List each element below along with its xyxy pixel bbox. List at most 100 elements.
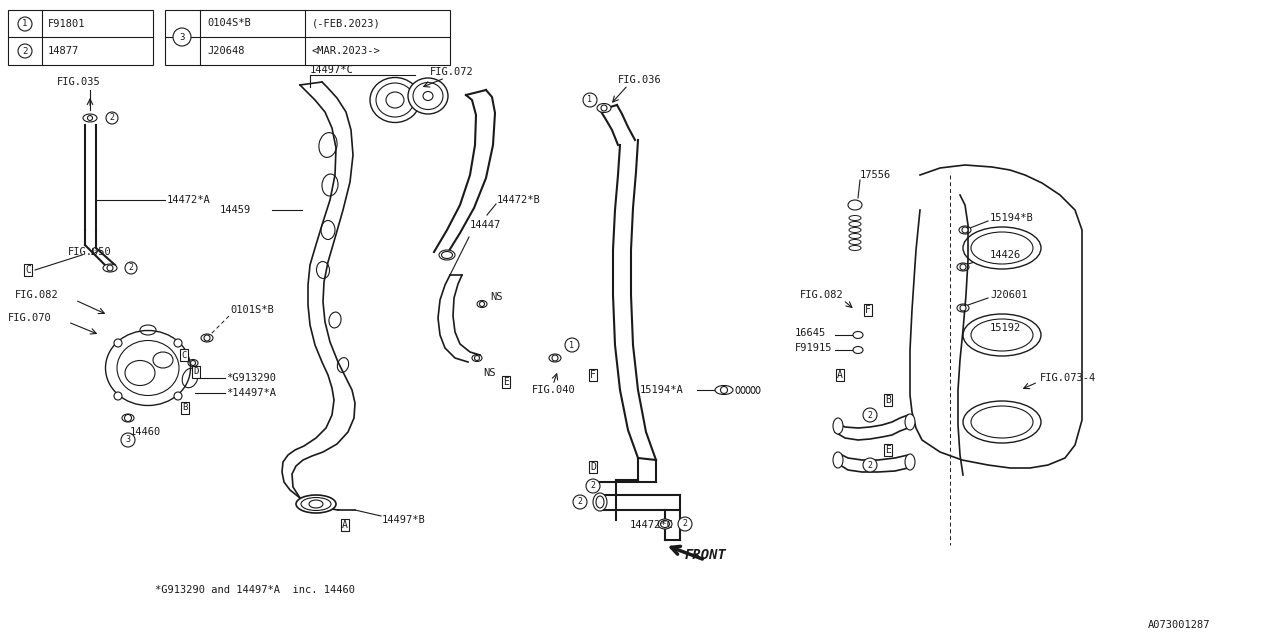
Circle shape bbox=[475, 355, 480, 360]
Circle shape bbox=[106, 112, 118, 124]
Text: 2: 2 bbox=[110, 113, 114, 122]
Text: C: C bbox=[26, 265, 31, 275]
Ellipse shape bbox=[833, 452, 844, 468]
Text: *14497*A: *14497*A bbox=[227, 388, 276, 398]
Ellipse shape bbox=[849, 216, 861, 221]
Ellipse shape bbox=[296, 495, 335, 513]
Ellipse shape bbox=[849, 221, 861, 227]
Ellipse shape bbox=[957, 304, 969, 312]
Text: FIG.073-4: FIG.073-4 bbox=[1039, 373, 1096, 383]
Text: NS: NS bbox=[483, 368, 495, 378]
Circle shape bbox=[863, 458, 877, 472]
Ellipse shape bbox=[959, 226, 972, 234]
Text: 14497*C: 14497*C bbox=[310, 65, 353, 75]
Ellipse shape bbox=[963, 227, 1041, 269]
Text: 14447: 14447 bbox=[470, 220, 502, 230]
Bar bbox=[8, 10, 154, 65]
Text: FIG.040: FIG.040 bbox=[532, 385, 576, 395]
Text: 15194*B: 15194*B bbox=[989, 213, 1034, 223]
Ellipse shape bbox=[105, 330, 191, 406]
Ellipse shape bbox=[849, 246, 861, 250]
Text: 0101S*B: 0101S*B bbox=[230, 305, 274, 315]
Circle shape bbox=[18, 17, 32, 31]
Ellipse shape bbox=[370, 77, 420, 122]
Bar bbox=[165, 10, 451, 65]
Text: 14497*B: 14497*B bbox=[381, 515, 426, 525]
Text: C: C bbox=[182, 351, 187, 360]
Ellipse shape bbox=[963, 401, 1041, 443]
Ellipse shape bbox=[963, 314, 1041, 356]
Text: J20601: J20601 bbox=[989, 290, 1028, 300]
Circle shape bbox=[87, 115, 92, 120]
Text: J20648: J20648 bbox=[207, 46, 244, 56]
Ellipse shape bbox=[849, 234, 861, 239]
Circle shape bbox=[564, 338, 579, 352]
Ellipse shape bbox=[716, 385, 733, 394]
Text: 3: 3 bbox=[179, 33, 184, 42]
Ellipse shape bbox=[852, 346, 863, 353]
Text: FIG.072: FIG.072 bbox=[430, 67, 474, 77]
Text: D: D bbox=[590, 462, 596, 472]
Text: E: E bbox=[503, 377, 509, 387]
Text: 15194*A: 15194*A bbox=[640, 385, 684, 395]
Circle shape bbox=[573, 495, 588, 509]
Text: *G913290: *G913290 bbox=[227, 373, 276, 383]
Text: F: F bbox=[865, 305, 870, 315]
Text: FIG.036: FIG.036 bbox=[618, 75, 662, 85]
Ellipse shape bbox=[593, 493, 607, 511]
Text: 14460: 14460 bbox=[131, 427, 161, 437]
Text: *G913290 and 14497*A  inc. 14460: *G913290 and 14497*A inc. 14460 bbox=[155, 585, 355, 595]
Text: 3: 3 bbox=[125, 435, 131, 445]
Circle shape bbox=[114, 392, 122, 400]
Text: A: A bbox=[837, 370, 844, 380]
Text: A: A bbox=[342, 520, 348, 530]
Circle shape bbox=[108, 265, 113, 271]
Text: A073001287: A073001287 bbox=[1148, 620, 1211, 630]
Text: F91801: F91801 bbox=[49, 19, 86, 29]
Circle shape bbox=[173, 28, 191, 46]
Ellipse shape bbox=[849, 227, 861, 232]
Text: 2: 2 bbox=[868, 461, 873, 470]
Text: 14459: 14459 bbox=[220, 205, 251, 215]
Text: (-FEB.2023): (-FEB.2023) bbox=[312, 18, 380, 28]
Ellipse shape bbox=[102, 264, 116, 272]
Circle shape bbox=[602, 105, 607, 111]
Ellipse shape bbox=[852, 332, 863, 339]
Text: 2: 2 bbox=[22, 47, 28, 56]
Text: FIG.070: FIG.070 bbox=[8, 313, 51, 323]
Circle shape bbox=[678, 517, 692, 531]
Circle shape bbox=[721, 387, 727, 394]
Ellipse shape bbox=[905, 414, 915, 430]
Ellipse shape bbox=[849, 200, 861, 210]
Ellipse shape bbox=[905, 454, 915, 470]
Text: 14877: 14877 bbox=[49, 46, 79, 56]
Text: FIG.035: FIG.035 bbox=[58, 77, 101, 87]
Circle shape bbox=[125, 262, 137, 274]
Text: B: B bbox=[884, 395, 891, 405]
Circle shape bbox=[552, 355, 558, 361]
Text: 1: 1 bbox=[588, 95, 593, 104]
Circle shape bbox=[114, 339, 122, 347]
Ellipse shape bbox=[849, 239, 861, 244]
Circle shape bbox=[963, 227, 968, 233]
Text: 1: 1 bbox=[22, 19, 28, 29]
Text: 2: 2 bbox=[682, 520, 687, 529]
Text: 14472*A: 14472*A bbox=[166, 195, 211, 205]
Text: FIG.082: FIG.082 bbox=[800, 290, 844, 300]
Ellipse shape bbox=[957, 263, 969, 271]
Text: 15192: 15192 bbox=[989, 323, 1021, 333]
Ellipse shape bbox=[833, 418, 844, 434]
Circle shape bbox=[124, 415, 132, 422]
Text: 14472*C: 14472*C bbox=[630, 520, 673, 530]
Ellipse shape bbox=[408, 78, 448, 114]
Text: 17556: 17556 bbox=[860, 170, 891, 180]
Text: 1: 1 bbox=[570, 340, 575, 349]
Circle shape bbox=[122, 433, 134, 447]
Circle shape bbox=[204, 335, 210, 341]
Text: 2: 2 bbox=[128, 264, 133, 273]
Circle shape bbox=[863, 408, 877, 422]
Text: B: B bbox=[182, 403, 188, 413]
Circle shape bbox=[480, 301, 485, 307]
Ellipse shape bbox=[596, 104, 611, 113]
Ellipse shape bbox=[439, 250, 454, 260]
